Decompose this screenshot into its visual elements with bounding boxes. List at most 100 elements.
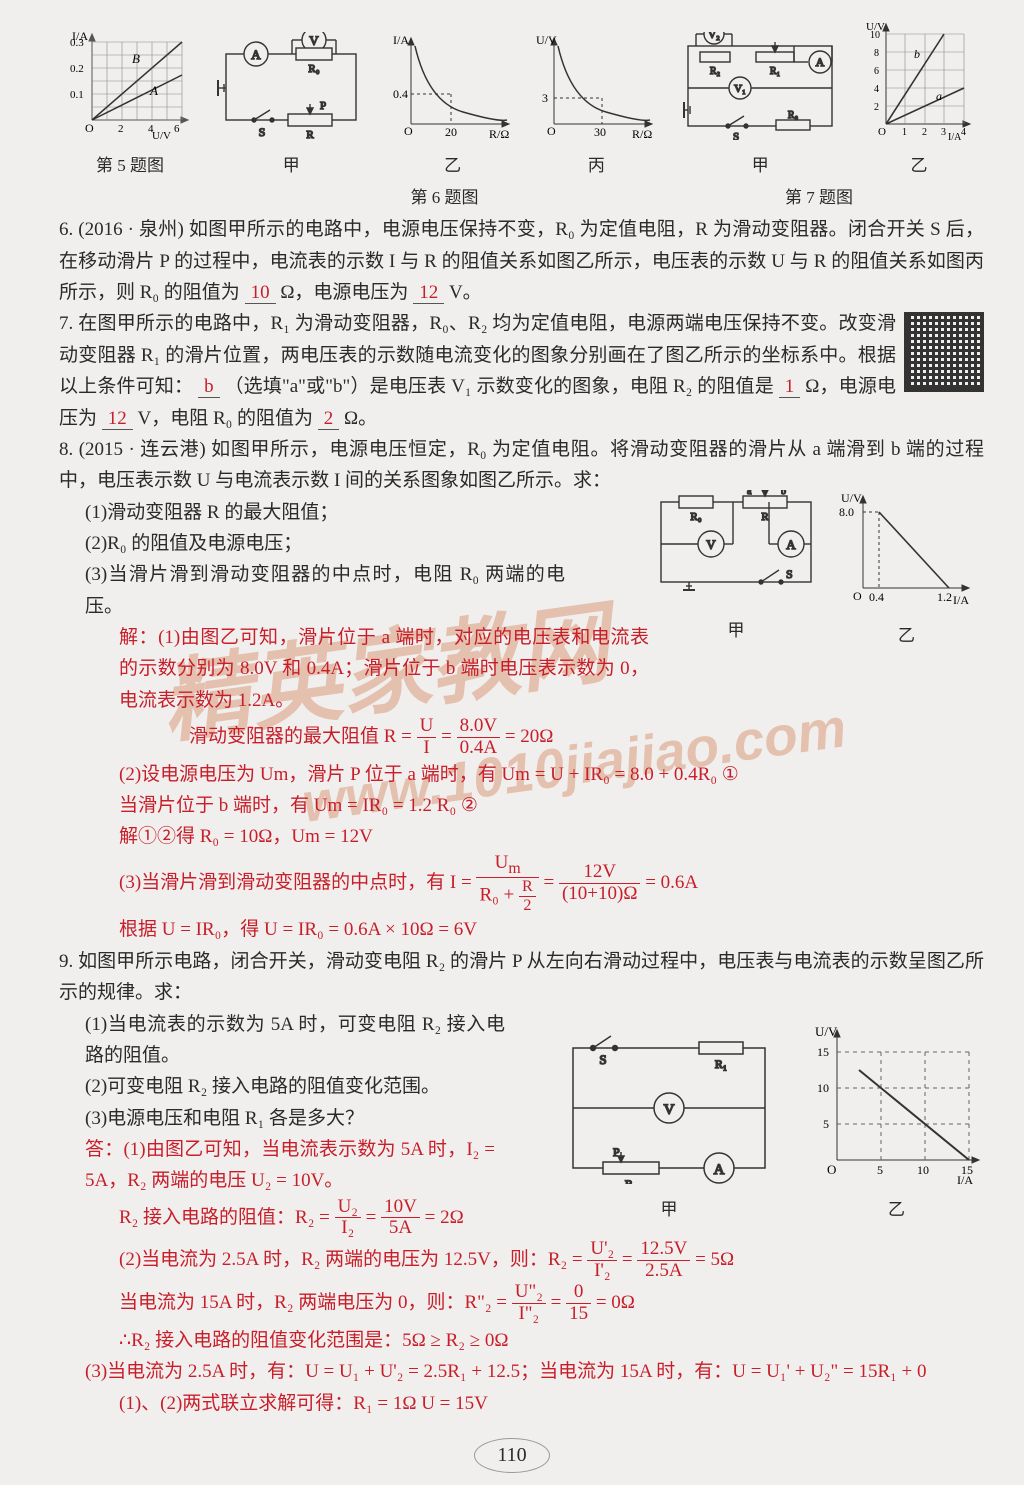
q9-graph: U/V 51015 O 51015 I/A 乙 — [809, 1024, 984, 1224]
svg-text:R/Ω: R/Ω — [632, 127, 652, 140]
svg-text:I/A: I/A — [953, 593, 969, 607]
svg-text:b: b — [914, 47, 920, 61]
q7-ans2: 1 — [779, 376, 801, 398]
svg-text:R₀: R₀ — [690, 511, 701, 523]
fig6-graph-yi: 0.420 I/AR/Ω O 乙 — [393, 32, 513, 180]
svg-text:5: 5 — [823, 1117, 829, 1131]
svg-text:O: O — [404, 124, 413, 138]
svg-text:30: 30 — [594, 125, 606, 139]
svg-text:S: S — [258, 125, 265, 139]
q8-circuit-cap: 甲 — [651, 617, 821, 645]
q8-num: 8. — [59, 439, 73, 460]
svg-text:A: A — [714, 1162, 725, 1178]
svg-text:I/A: I/A — [393, 33, 409, 47]
question-6: 6. (2016 · 泉州) 如图甲所示的电路中，电源电压保持不变，R₀ 为定值… — [55, 214, 984, 308]
svg-text:V₁: V₁ — [734, 83, 746, 95]
svg-text:V: V — [706, 537, 716, 552]
svg-text:A: A — [816, 55, 825, 69]
svg-text:U/V: U/V — [536, 33, 557, 47]
q8-graph-cap: 乙 — [839, 622, 974, 650]
q9-circuit: S R₁ V P R₂ A 甲 — [559, 1034, 779, 1224]
q7-mid1: （选填"a"或"b"）是电压表 V₁ 示数变化的图象，电阻 R₂ 的阻值是 — [225, 376, 779, 397]
q7-ans4: 2 — [318, 408, 340, 430]
svg-text:O: O — [85, 121, 94, 135]
fig7-circuit: V₂ R₂ R₁ A V₁ R₀ S 甲 — [680, 32, 840, 180]
page-footer: 110 — [0, 1438, 1024, 1473]
fig7-left-cap: 甲 — [680, 152, 840, 180]
svg-text:R₀: R₀ — [308, 63, 319, 75]
svg-text:2: 2 — [922, 127, 927, 138]
q8-ans-5: (3)当滑片滑到滑动变阻器的中点时，有 I = UmR₀ + R2 = 12V(… — [59, 853, 984, 915]
q7-mid3: V，电阻 R₀ 的阻值为 — [138, 408, 318, 429]
svg-text:V₂: V₂ — [708, 32, 720, 41]
svg-text:S: S — [599, 1052, 606, 1067]
q6-num: 6. — [59, 219, 73, 240]
fig6-group-caption: 第 6 题图 — [205, 184, 684, 212]
svg-text:2: 2 — [874, 102, 879, 113]
svg-text:O: O — [853, 589, 862, 603]
svg-text:0.4: 0.4 — [393, 87, 408, 101]
q7-tail: Ω。 — [344, 408, 377, 429]
q6-prefix: (2016 · 泉州) — [78, 219, 184, 240]
svg-text:V: V — [664, 1102, 675, 1118]
svg-text:P: P — [320, 100, 326, 112]
svg-text:4: 4 — [874, 84, 879, 95]
fig6-circuit-svg: A V R₀ R P S — [214, 32, 369, 140]
fig5-graph: B A I/A 0.10.20.3 O 246 U/V — [70, 30, 190, 140]
svg-text:R: R — [761, 511, 769, 523]
page-number: 110 — [474, 1438, 549, 1473]
question-7: 7. 在图甲所示的电路中，R₁ 为滑动变阻器，R₀、R₂ 均为定值电阻，电源两端… — [55, 308, 984, 433]
question-8: 8. (2015 · 连云港) 如图甲所示，电源电压恒定，R₀ 为定值电阻。将滑… — [55, 434, 984, 946]
svg-text:10: 10 — [870, 30, 880, 41]
svg-text:I/A: I/A — [957, 1173, 973, 1184]
q6-tail: V。 — [449, 282, 482, 303]
fig7-group-caption: 第 7 题图 — [684, 184, 954, 212]
qr-code-icon — [904, 312, 984, 392]
q9-figures: S R₁ V P R₂ A 甲 — [559, 1024, 984, 1224]
fig6-right-cap: 丙 — [536, 152, 656, 180]
svg-text:0.3: 0.3 — [70, 37, 84, 49]
q9-ans-0: 答：(1)由图乙可知，当电流表示数为 5A 时，I₂ = 5A，R₂ 两端的电压… — [59, 1134, 495, 1197]
svg-text:0.1: 0.1 — [70, 89, 84, 101]
q8-ans-3: 当滑片位于 b 端时，有 Um = IR₀ = 1.2 R₀ ② — [59, 790, 984, 821]
svg-text:V: V — [309, 33, 319, 48]
svg-text:15: 15 — [817, 1045, 829, 1059]
svg-text:6: 6 — [874, 66, 879, 77]
q9-body: 如图甲所示电路，闭合开关，滑动变电阻 R₂ 的滑片 P 从左向右滑动过程中，电压… — [59, 951, 984, 1003]
svg-text:2: 2 — [118, 123, 124, 135]
q8-figures: R₀ ab R V A S 甲 — [651, 490, 974, 650]
question-9: 9. 如图甲所示电路，闭合开关，滑动变电阻 R₂ 的滑片 P 从左向右滑动过程中… — [55, 946, 984, 1419]
svg-text:8: 8 — [874, 48, 879, 59]
svg-text:5: 5 — [877, 1163, 883, 1177]
fig7-right-cap: 乙 — [864, 152, 974, 180]
q9-ans-6: (1)、(2)两式联立求解可得：R₁ = 1Ω U = 15V — [59, 1388, 984, 1419]
q8-ans-2: (2)设电源电压为 Um，滑片 P 位于 a 端时，有 Um = U + IR₀… — [59, 759, 984, 790]
svg-text:8.0: 8.0 — [839, 505, 854, 519]
q7-num: 7. — [59, 313, 73, 334]
svg-text:10: 10 — [917, 1163, 929, 1177]
q9-ans-2: (2)当电流为 2.5A 时，R₂ 两端的电压为 12.5V，则：R₂ = U'… — [59, 1239, 984, 1282]
q9-ans-4: ∴R₂ 接入电路的阻值变化范围是：5Ω ≥ R₂ ≥ 0Ω — [59, 1325, 984, 1356]
svg-text:O: O — [878, 126, 886, 138]
q6-ans1: 10 — [245, 282, 276, 304]
q8-ans-4: 解①②得 R₀ = 10Ω，Um = 12V — [59, 821, 984, 852]
figures-row: B A I/A 0.10.20.3 O 246 U/V 第 5 题图 A V R… — [55, 20, 984, 180]
fig7-graph: a b U/V 246810 O 1234 I/A 乙 — [864, 20, 974, 180]
fig6-circuit: A V R₀ R P S 甲 — [214, 32, 369, 180]
svg-text:10: 10 — [817, 1081, 829, 1095]
q9-graph-cap: 乙 — [809, 1196, 984, 1224]
svg-text:U/V: U/V — [152, 130, 171, 140]
svg-text:a: a — [936, 89, 942, 103]
svg-text:3: 3 — [941, 127, 946, 138]
svg-text:P: P — [613, 1145, 620, 1159]
svg-text:20: 20 — [445, 125, 457, 139]
svg-text:R/Ω: R/Ω — [489, 127, 509, 140]
svg-text:4: 4 — [961, 127, 966, 138]
svg-text:R₁: R₁ — [770, 66, 780, 77]
svg-text:0.2: 0.2 — [70, 63, 84, 75]
svg-text:1.2: 1.2 — [937, 590, 952, 604]
svg-text:U/V: U/V — [815, 1024, 838, 1039]
svg-text:R₂: R₂ — [625, 1177, 637, 1184]
fig5-caption: 第 5 题图 — [70, 152, 190, 180]
svg-text:b: b — [781, 490, 786, 497]
